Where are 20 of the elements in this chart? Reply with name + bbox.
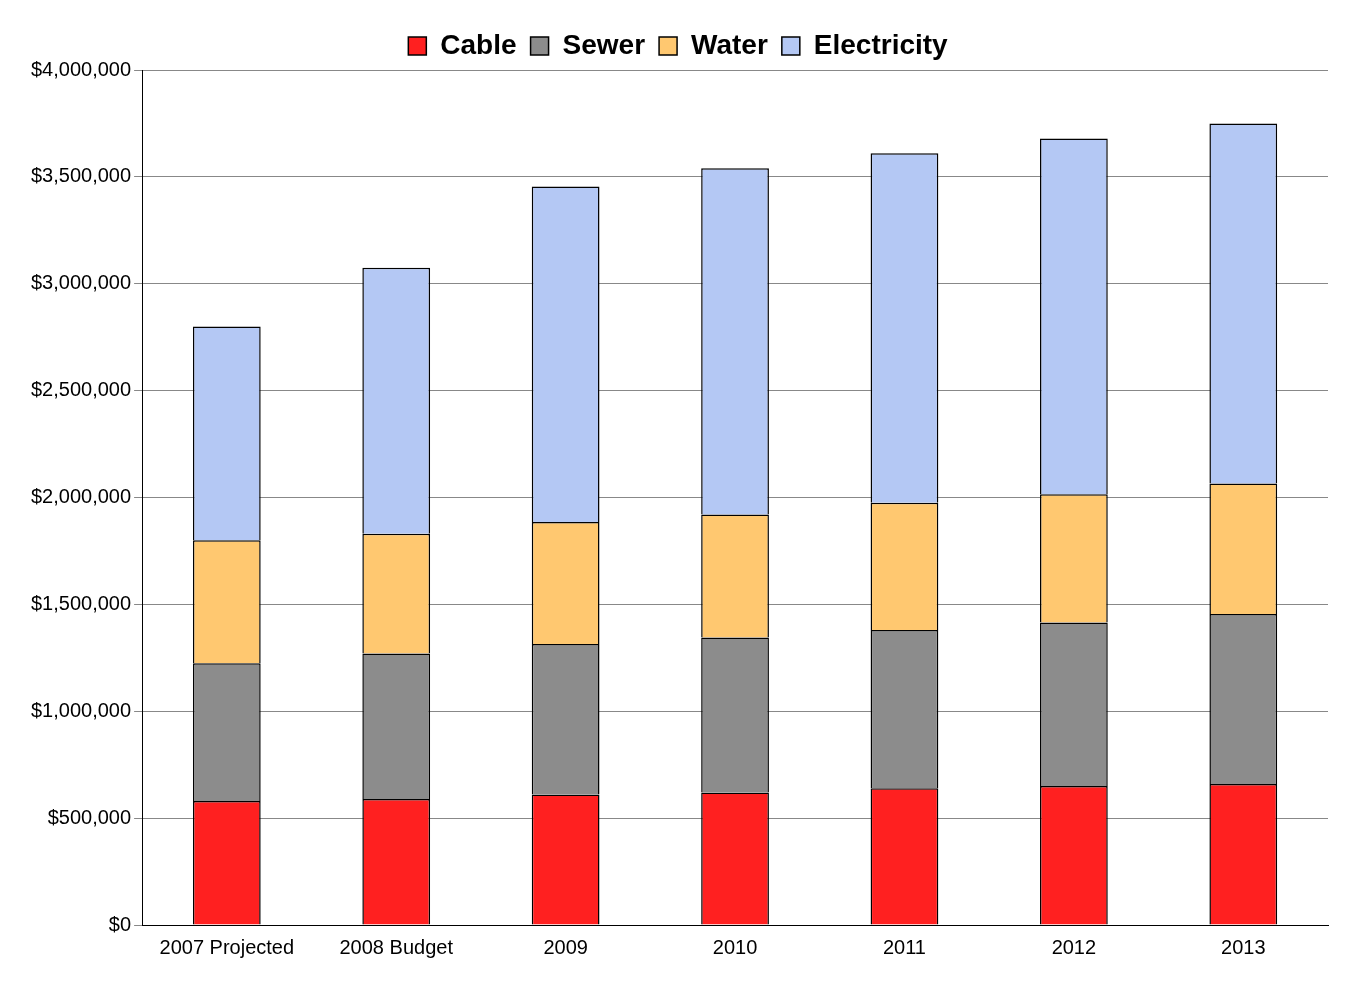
x-tick-label: 2010 bbox=[712, 935, 758, 958]
y-tick-label: $1,000,000 bbox=[30, 698, 132, 721]
x-tick-label: 2007 Projected bbox=[159, 935, 295, 958]
y-tick-label: $500,000 bbox=[47, 805, 132, 828]
y-tick-label: $0 bbox=[108, 912, 132, 935]
y-tick-label: $3,000,000 bbox=[30, 271, 132, 294]
legend-label: Cable bbox=[440, 28, 517, 60]
x-tick-label: 2012 bbox=[1051, 935, 1097, 958]
y-tick-label: $4,000,000 bbox=[30, 57, 132, 80]
x-tick-label: 2011 bbox=[882, 935, 926, 958]
legend-label: Sewer bbox=[562, 28, 646, 60]
y-tick-label: $1,500,000 bbox=[30, 591, 132, 614]
x-tick-label: 2009 bbox=[543, 935, 588, 958]
legend-label: Electricity bbox=[813, 28, 949, 60]
x-tick-label: 2008 Budget bbox=[339, 935, 454, 958]
y-tick-label: $2,500,000 bbox=[30, 378, 132, 401]
legend-label: Water bbox=[691, 28, 768, 60]
y-tick-label: $3,500,000 bbox=[30, 164, 132, 187]
y-tick-label: $2,000,000 bbox=[30, 485, 132, 508]
x-tick-label: 2013 bbox=[1221, 935, 1266, 958]
